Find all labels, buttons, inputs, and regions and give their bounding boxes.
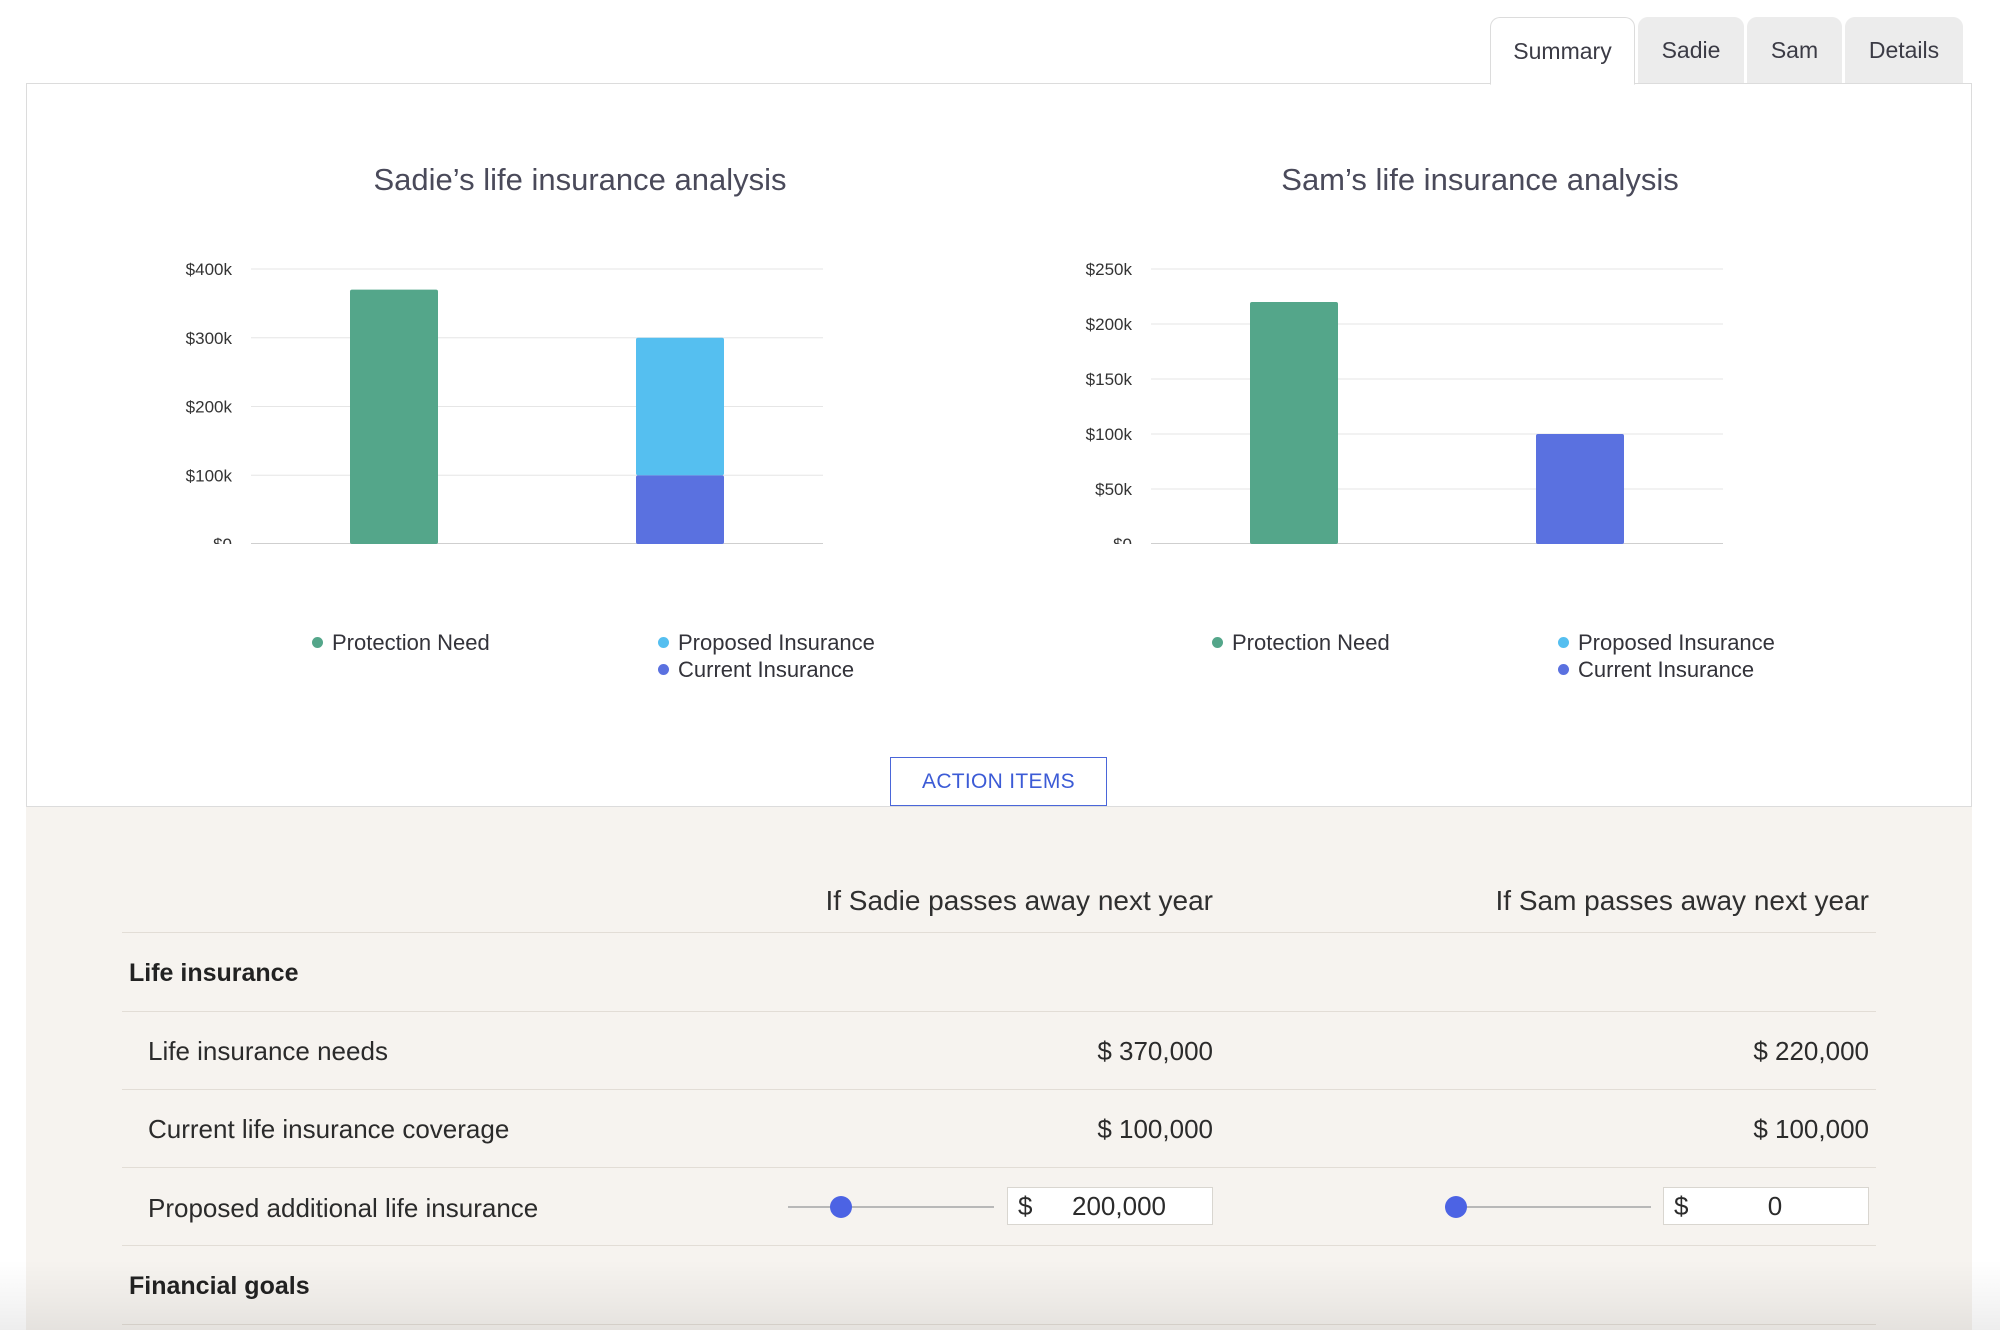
sam-chart-title: Sam’s life insurance analysis	[1281, 162, 1679, 197]
coverage-row-label: Current life insurance coverage	[148, 1114, 510, 1144]
proposed-insurance-dot	[658, 637, 669, 648]
y-tick-label: $150k	[1086, 370, 1133, 389]
slider-track	[1445, 1206, 1651, 1208]
sadie-legend-need: Protection Need	[312, 629, 490, 656]
y-tick-label: $250k	[1086, 260, 1133, 279]
y-tick-label: $0	[213, 535, 232, 544]
sadie-column-header: If Sadie passes away next year	[825, 885, 1213, 916]
divider	[122, 1245, 1876, 1246]
sadie-coverage-value: $ 100,000	[1097, 1114, 1213, 1144]
bar-protection-need	[1250, 302, 1338, 544]
tab-details[interactable]: Details	[1845, 17, 1963, 83]
legend-label: Current Insurance	[1578, 657, 1755, 682]
sam-needs-value: $ 220,000	[1753, 1036, 1869, 1066]
sam-column-header: If Sam passes away next year	[1495, 885, 1869, 916]
currency-symbol: $	[1674, 1190, 1689, 1221]
divider	[122, 1011, 1876, 1012]
tab-sam[interactable]: Sam	[1747, 17, 1842, 83]
sam-proposed-field: $	[1663, 1187, 1869, 1225]
y-tick-label: $300k	[186, 329, 233, 348]
sadie-proposed-input[interactable]	[1042, 1189, 1196, 1223]
slider-thumb[interactable]	[1445, 1196, 1467, 1218]
y-tick-label: $0	[1113, 535, 1132, 544]
y-tick-label: $50k	[1095, 480, 1132, 499]
y-tick-label: $100k	[1086, 425, 1133, 444]
divider	[122, 932, 1876, 933]
bar-proposed-insurance	[636, 337, 724, 476]
protection-need-dot	[1212, 637, 1223, 648]
divider	[122, 1167, 1876, 1168]
sam-proposed-slider[interactable]	[1445, 1195, 1651, 1219]
sam-legend-need: Protection Need	[1212, 629, 1390, 656]
sadie-needs-value: $ 370,000	[1097, 1036, 1213, 1066]
comparison-section	[26, 806, 1972, 1330]
current-insurance-dot	[658, 664, 669, 675]
slider-track	[788, 1206, 994, 1208]
proposed-row-label: Proposed additional life insurance	[148, 1193, 539, 1223]
sam-legend-insurance: Proposed Insurance Current Insurance	[1558, 629, 1775, 683]
y-tick-label: $100k	[186, 466, 233, 485]
y-tick-label: $200k	[186, 398, 233, 417]
bar-current-insurance	[1536, 434, 1624, 544]
action-items-button[interactable]: ACTION ITEMS	[890, 757, 1107, 806]
sadie-proposed-field: $	[1007, 1187, 1213, 1225]
tab-sadie[interactable]: Sadie	[1638, 17, 1744, 83]
slider-thumb[interactable]	[830, 1196, 853, 1218]
sadie-legend-insurance: Proposed Insurance Current Insurance	[658, 629, 875, 683]
bar-current-insurance	[636, 475, 724, 544]
financial-goals-section-title: Financial goals	[129, 1272, 310, 1300]
divider	[122, 1089, 1876, 1090]
sam-proposed-input[interactable]	[1698, 1189, 1852, 1223]
current-insurance-dot	[1558, 664, 1569, 675]
needs-row-label: Life insurance needs	[148, 1036, 388, 1066]
view-tabs: Summary Sadie Sam Details	[1490, 17, 1963, 85]
legend-label: Protection Need	[332, 630, 490, 655]
sadie-proposed-slider[interactable]	[788, 1195, 994, 1219]
currency-symbol: $	[1018, 1190, 1033, 1221]
proposed-insurance-dot	[1558, 637, 1569, 648]
legend-label: Proposed Insurance	[678, 630, 875, 655]
protection-need-dot	[312, 637, 323, 648]
sam-coverage-value: $ 100,000	[1753, 1114, 1869, 1144]
sadie-chart-title: Sadie’s life insurance analysis	[373, 162, 787, 197]
life-insurance-section-title: Life insurance	[129, 959, 299, 987]
tab-summary[interactable]: Summary	[1490, 17, 1635, 85]
sam-insurance-chart: $0 $50k $100k $150k $200k $250k	[1086, 260, 1723, 544]
legend-label: Protection Need	[1232, 630, 1390, 655]
charts-panel: Sadie’s life insurance analysis Sam’s li…	[26, 83, 1972, 807]
y-tick-label: $400k	[186, 260, 233, 279]
legend-label: Proposed Insurance	[1578, 630, 1775, 655]
sadie-insurance-chart: $0 $100k $200k $300k $400k	[186, 260, 823, 544]
y-tick-label: $200k	[1086, 315, 1133, 334]
bar-protection-need	[350, 289, 438, 544]
legend-label: Current Insurance	[678, 657, 855, 682]
divider	[122, 1324, 1876, 1325]
